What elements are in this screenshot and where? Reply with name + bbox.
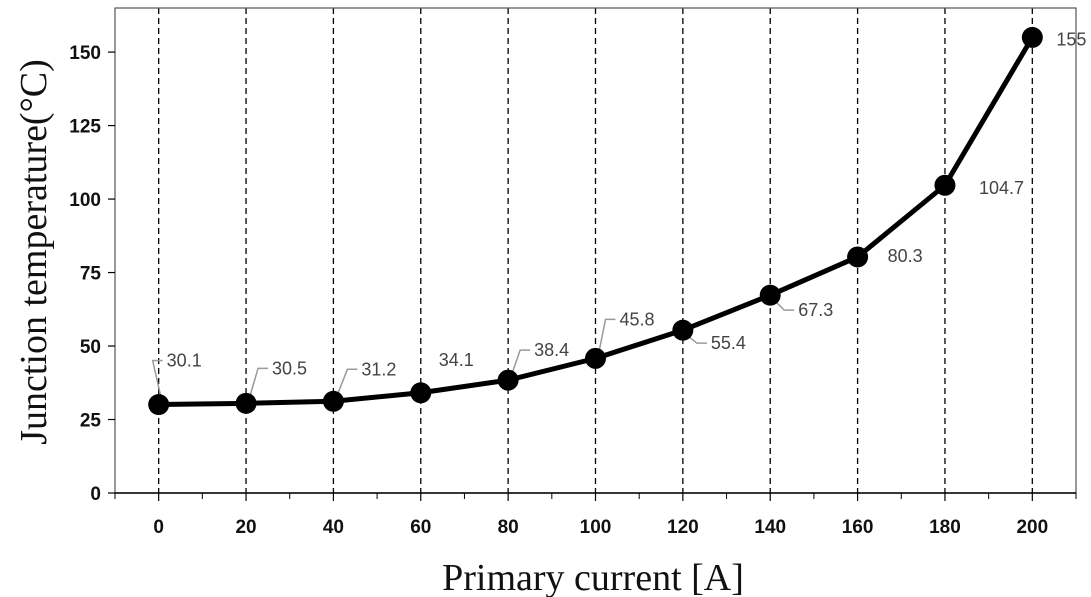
x-tick-label: 20 xyxy=(235,517,256,538)
x-tick-label: 180 xyxy=(929,517,961,538)
x-tick-label: 200 xyxy=(1016,517,1048,538)
axes: 0 20 40 60 80 100 120 140 160 180 200 0 25 50 75 100 125… xyxy=(69,43,1077,538)
data-point-3 xyxy=(410,382,432,404)
data-label-2: 31.2 xyxy=(361,359,396,379)
x-axis-title: Primary current [A] xyxy=(442,557,744,597)
data-point-8 xyxy=(847,246,869,268)
label-connector-4 xyxy=(510,349,531,377)
data-label-5: 45.8 xyxy=(620,309,655,329)
y-tick-label: 125 xyxy=(69,117,101,138)
x-tick-label: 120 xyxy=(667,517,699,538)
y-axis-title: Junction temperature(°C) xyxy=(13,59,55,445)
data-label-1: 30.5 xyxy=(272,358,307,378)
x-tick-label: 100 xyxy=(580,517,612,538)
data-point-7 xyxy=(759,284,781,306)
label-connector-5 xyxy=(597,318,616,355)
x-tick-label: 0 xyxy=(153,517,164,538)
label-connector-2 xyxy=(335,368,358,398)
data-label-8: 80.3 xyxy=(888,246,923,266)
series-group xyxy=(148,26,1043,416)
data-label-3: 34.1 xyxy=(439,350,474,370)
label-connector-0 xyxy=(151,359,163,401)
data-label-7: 67.3 xyxy=(798,300,833,320)
data-point-4 xyxy=(497,369,519,391)
x-tick-label: 60 xyxy=(410,517,431,538)
data-label-0: 30.1 xyxy=(167,351,202,371)
y-tick-label: 100 xyxy=(69,190,101,211)
data-label-6: 55.4 xyxy=(711,333,746,353)
data-point-6 xyxy=(672,319,694,341)
y-tick-label: 25 xyxy=(80,411,102,432)
x-tick-label: 40 xyxy=(323,517,344,538)
x-tick-label: 80 xyxy=(498,517,519,538)
data-labels: 30.1 30.5 31.2 34.1 38.4 45.8 55.4 67.3 80.3 104.… xyxy=(167,29,1087,379)
data-point-10 xyxy=(1021,26,1043,48)
data-label-9: 104.7 xyxy=(979,178,1024,198)
data-point-0 xyxy=(148,394,170,416)
y-tick-label: 75 xyxy=(80,264,102,285)
x-tick-label: 140 xyxy=(754,517,786,538)
x-tick-label: 160 xyxy=(842,517,874,538)
data-point-2 xyxy=(322,390,344,412)
y-tick-label: 0 xyxy=(90,484,101,505)
data-point-9 xyxy=(934,174,956,196)
data-point-5 xyxy=(585,347,606,369)
label-connector-1 xyxy=(248,367,269,400)
y-tick-label: 150 xyxy=(69,43,101,64)
data-point-1 xyxy=(235,392,257,414)
data-label-10: 155 xyxy=(1056,29,1086,49)
y-tick-label: 50 xyxy=(80,337,101,358)
data-label-4: 38.4 xyxy=(534,340,569,360)
